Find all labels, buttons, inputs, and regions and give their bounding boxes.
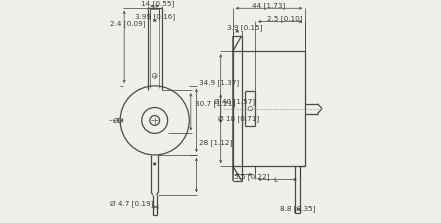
Text: 28 [1.12]: 28 [1.12] bbox=[199, 139, 232, 146]
Text: 2.4 [0.09]: 2.4 [0.09] bbox=[110, 20, 146, 27]
Text: 44 [1.73]: 44 [1.73] bbox=[252, 2, 285, 9]
Text: Ø 4.7 [0.19]: Ø 4.7 [0.19] bbox=[110, 201, 153, 207]
Text: 3.99 [0.16]: 3.99 [0.16] bbox=[135, 13, 175, 20]
Text: Ø 18 [0.71]: Ø 18 [0.71] bbox=[217, 115, 259, 122]
Text: 2.5 [0.10]: 2.5 [0.10] bbox=[267, 16, 303, 22]
Text: 3.9 [0.15]: 3.9 [0.15] bbox=[227, 25, 262, 31]
Text: 5.5 [0.22]: 5.5 [0.22] bbox=[234, 173, 270, 180]
Text: ØD: ØD bbox=[113, 118, 124, 123]
Text: L: L bbox=[273, 177, 277, 182]
Text: 30.7 [1.21]: 30.7 [1.21] bbox=[195, 100, 235, 107]
Circle shape bbox=[154, 163, 156, 165]
Text: Ø 40 [1.57]: Ø 40 [1.57] bbox=[214, 98, 255, 105]
Text: 8.8 [0.35]: 8.8 [0.35] bbox=[280, 205, 315, 212]
Text: 34.9 [1.37]: 34.9 [1.37] bbox=[199, 79, 239, 86]
Text: 14 [0.55]: 14 [0.55] bbox=[141, 0, 174, 7]
